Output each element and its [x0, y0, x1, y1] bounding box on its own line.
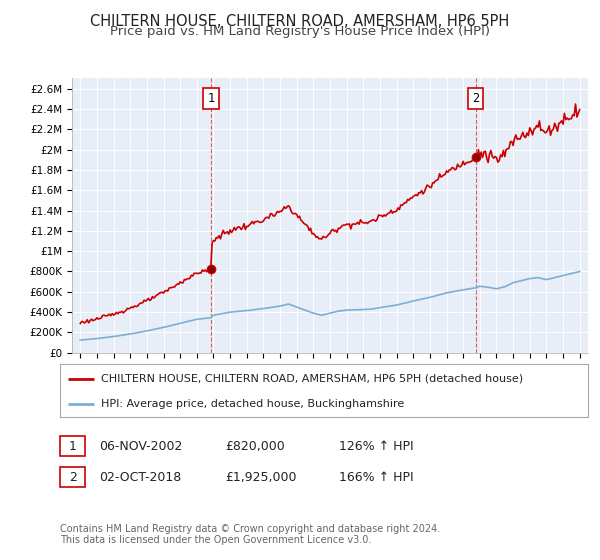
Text: 02-OCT-2018: 02-OCT-2018: [99, 470, 181, 484]
Text: 06-NOV-2002: 06-NOV-2002: [99, 440, 182, 453]
Text: Price paid vs. HM Land Registry's House Price Index (HPI): Price paid vs. HM Land Registry's House …: [110, 25, 490, 38]
Text: 1: 1: [68, 440, 77, 453]
Text: CHILTERN HOUSE, CHILTERN ROAD, AMERSHAM, HP6 5PH: CHILTERN HOUSE, CHILTERN ROAD, AMERSHAM,…: [91, 14, 509, 29]
Text: £1,925,000: £1,925,000: [225, 470, 296, 484]
Text: CHILTERN HOUSE, CHILTERN ROAD, AMERSHAM, HP6 5PH (detached house): CHILTERN HOUSE, CHILTERN ROAD, AMERSHAM,…: [101, 374, 523, 384]
Text: 126% ↑ HPI: 126% ↑ HPI: [339, 440, 413, 453]
Text: 2: 2: [68, 470, 77, 484]
Text: Contains HM Land Registry data © Crown copyright and database right 2024.
This d: Contains HM Land Registry data © Crown c…: [60, 524, 440, 545]
Text: HPI: Average price, detached house, Buckinghamshire: HPI: Average price, detached house, Buck…: [101, 399, 404, 409]
Text: £820,000: £820,000: [225, 440, 285, 453]
Text: 166% ↑ HPI: 166% ↑ HPI: [339, 470, 413, 484]
Text: 2: 2: [472, 92, 479, 105]
Text: 1: 1: [208, 92, 215, 105]
